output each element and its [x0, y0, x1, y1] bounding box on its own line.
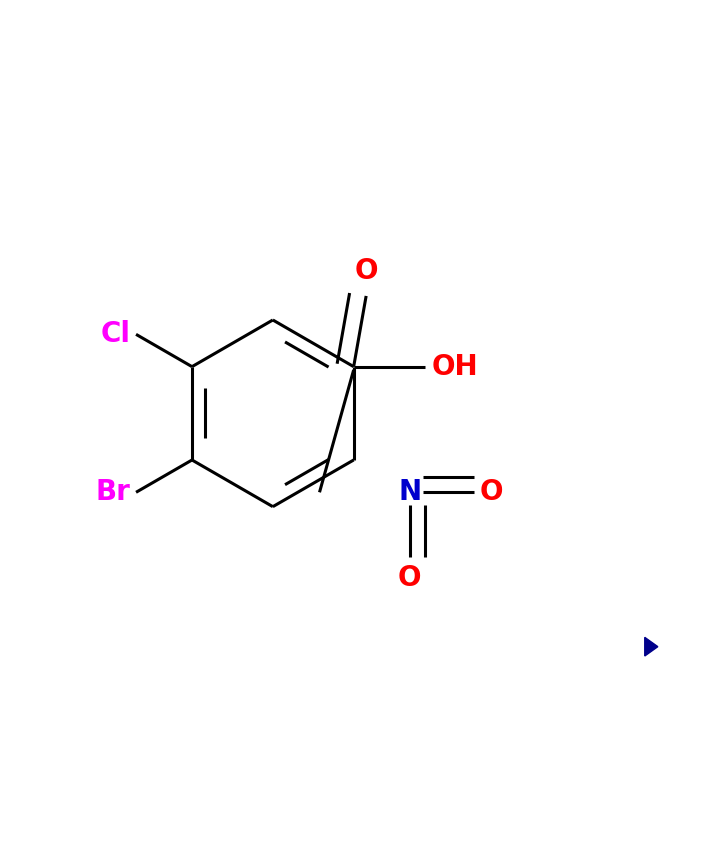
- Text: OH: OH: [432, 352, 478, 381]
- Text: O: O: [480, 479, 503, 506]
- Text: N: N: [398, 479, 421, 506]
- Polygon shape: [645, 637, 658, 656]
- Text: O: O: [355, 257, 378, 285]
- Text: O: O: [398, 564, 421, 592]
- Text: Br: Br: [95, 479, 130, 506]
- Text: Cl: Cl: [101, 320, 130, 348]
